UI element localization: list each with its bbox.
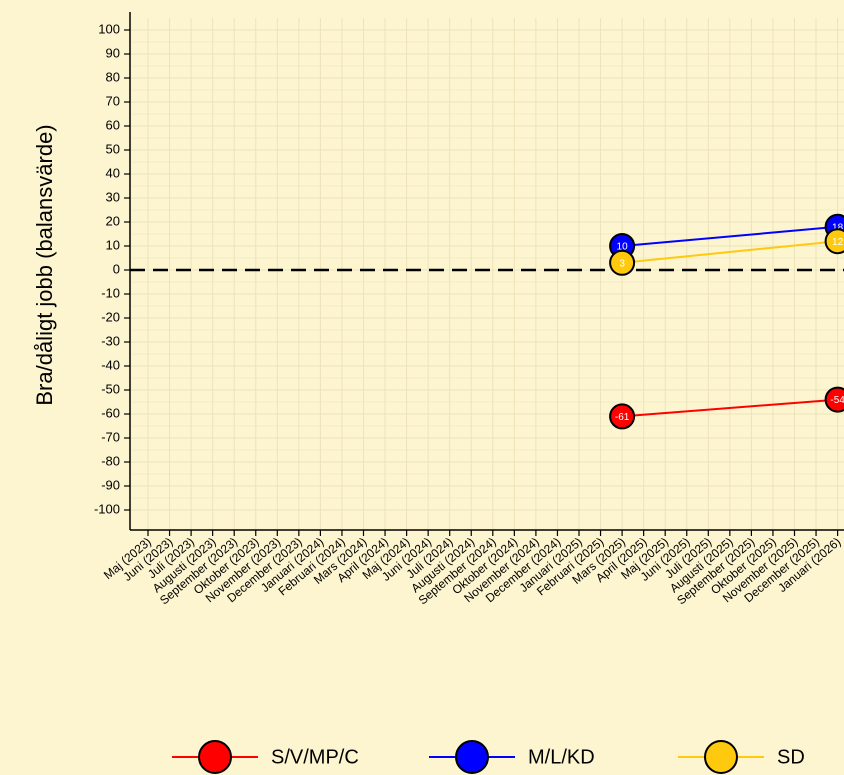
y-tick-label: 40 [106,165,120,180]
legend-label: S/V/MP/C [271,746,359,768]
y-tick-label: -60 [101,405,120,420]
legend-marker [455,740,489,774]
series-line [622,225,838,247]
y-tick-label: -70 [101,429,120,444]
y-tick-label: 30 [106,189,120,204]
series-S/V/MP/C: -61 -54 [609,386,844,430]
y-tick-label: 50 [106,141,120,156]
grid [130,18,844,530]
legend-label: SD [777,746,805,768]
y-tick-label: 20 [106,213,120,228]
y-tick-label: -30 [101,333,120,348]
y-tick-label: -50 [101,381,120,396]
legend-marker [198,740,232,774]
data-label: 3 [619,258,625,269]
data-point [824,228,844,255]
series-line [622,240,838,264]
legend-label: M/L/KD [528,746,595,768]
axes [129,12,844,531]
y-tick-label: 100 [98,21,120,36]
y-tick-label: -90 [101,477,120,492]
legend-item: M/L/KD [429,740,595,774]
data-label: 10 [617,242,629,253]
data-label: 18 [832,222,844,233]
series-line [622,398,838,418]
y-tick-label: -20 [101,309,120,324]
y-tick-label: 90 [106,45,120,60]
y-tick-label: -100 [94,501,120,516]
y-tick-label: -40 [101,357,120,372]
legend-marker [704,740,738,774]
y-tick-label: 60 [106,117,120,132]
y-tick-label: 70 [106,93,120,108]
y-tick-label: -80 [101,453,120,468]
legend-item: SD [678,740,805,774]
legend-item: S/V/MP/C [172,740,359,774]
data-label: -54 [830,395,844,406]
y-axis-ticks: 1009080706050403020100-10-20-30-40-50-60… [94,21,130,516]
legend: S/V/MP/C M/L/KD SD [172,740,805,774]
y-tick-label: 80 [106,69,120,84]
y-tick-label: 10 [106,237,120,252]
data-point [824,386,844,413]
y-axis-label: Bra/dåligt jobb (balansvärde) [32,124,57,405]
x-axis-ticks: Maj (2023)Juni (2023)Juli (2023)Augusti … [101,530,844,607]
data-point [609,403,636,430]
y-tick-label: 0 [113,261,120,276]
data-label: -61 [615,412,630,423]
data-label: 12 [832,237,844,248]
plot-series: -61 -54 10 18 3 12 [609,213,844,430]
data-point [609,249,636,276]
series-SD: 3 12 [609,228,844,276]
y-tick-label: -10 [101,285,120,300]
